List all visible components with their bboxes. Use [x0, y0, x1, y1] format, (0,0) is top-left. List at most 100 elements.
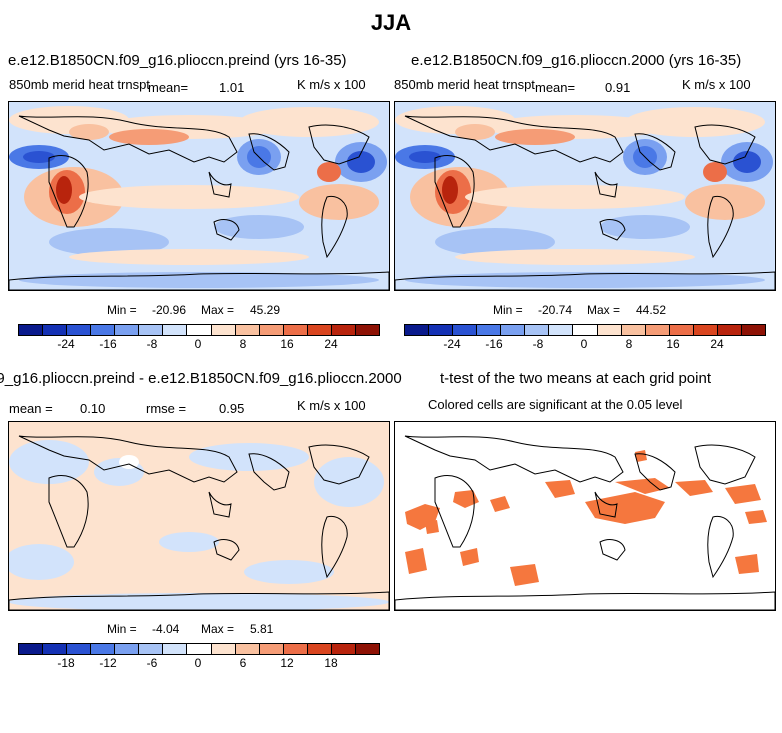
colorbar-tick: -16	[99, 337, 117, 351]
colorbar-tick: 16	[666, 337, 680, 351]
colorbar-swatch	[741, 325, 765, 335]
colorbar-swatch	[477, 325, 502, 335]
colorbar-tick: -18	[57, 656, 75, 670]
panel-3-map	[8, 421, 390, 611]
panel-3-colorbar	[18, 643, 380, 655]
panel-2-title: e.e12.B1850CN.f09_g16.plioccn.2000 (yrs …	[411, 52, 742, 69]
colorbar-swatch	[405, 325, 430, 335]
panel-3-title: e.e12.B1850CN.f09_g16.plioccn.preind - e…	[0, 370, 402, 387]
colorbar-swatch	[67, 644, 92, 654]
panel-1-max-label: Max =	[201, 303, 235, 317]
colorbar-tick: -8	[146, 337, 158, 351]
panel-1-min-label: Min =	[107, 303, 137, 317]
colorbar-swatch	[211, 644, 236, 654]
colorbar-tick: -24	[57, 337, 75, 351]
colorbar-swatch	[187, 644, 212, 654]
colorbar-tick: -6	[146, 656, 158, 670]
colorbar-swatch	[91, 644, 116, 654]
colorbar-swatch	[717, 325, 742, 335]
colorbar-swatch	[139, 644, 164, 654]
colorbar-swatch	[211, 325, 236, 335]
panel-2-colorbar	[404, 324, 766, 336]
colorbar-swatch	[307, 644, 332, 654]
colorbar-swatch	[331, 644, 356, 654]
colorbar-swatch	[43, 644, 68, 654]
colorbar-swatch	[331, 325, 356, 335]
colorbar-swatch	[597, 325, 622, 335]
panel-3-min-label: Min =	[107, 622, 137, 636]
colorbar-swatch	[501, 325, 526, 335]
colorbar-swatch	[549, 325, 574, 335]
panel-2-map	[394, 101, 776, 291]
colorbar-tick: 0	[580, 337, 588, 351]
colorbar-swatch	[669, 325, 694, 335]
colorbar-swatch	[621, 325, 646, 335]
colorbar-tick: 24	[710, 337, 724, 351]
colorbar-swatch	[429, 325, 454, 335]
colorbar-tick: -8	[532, 337, 544, 351]
panel-3-mean-value: 0.10	[80, 401, 106, 416]
colorbar-swatch	[693, 325, 718, 335]
colorbar-swatch	[235, 644, 260, 654]
colorbar-swatch	[115, 644, 140, 654]
colorbar-swatch	[187, 325, 212, 335]
colorbar-swatch	[259, 644, 284, 654]
colorbar-tick: -12	[99, 656, 117, 670]
colorbar-swatch	[573, 325, 598, 335]
panel-3-max-label: Max =	[201, 622, 235, 636]
colorbar-swatch	[163, 644, 188, 654]
colorbar-swatch	[307, 325, 332, 335]
colorbar-swatch	[645, 325, 670, 335]
panel-2-max-label: Max =	[587, 303, 621, 317]
colorbar-swatch	[139, 325, 164, 335]
panel-3-mean-label: mean =	[9, 401, 53, 416]
panel-3-units: K m/s x 100	[297, 398, 366, 413]
colorbar-tick: 16	[280, 337, 294, 351]
colorbar-swatch	[283, 644, 308, 654]
colorbar-swatch	[19, 325, 44, 335]
panel-1-colorbar	[18, 324, 380, 336]
colorbar-tick: 24	[324, 337, 338, 351]
panel-1-title: e.e12.B1850CN.f09_g16.plioccn.preind (yr…	[8, 52, 347, 69]
panel-1-mean-value: 1.01	[219, 80, 245, 95]
colorbar-swatch	[67, 325, 92, 335]
panel-2-min-label: Min =	[493, 303, 523, 317]
colorbar-tick: 8	[625, 337, 633, 351]
colorbar-tick: 18	[324, 656, 338, 670]
panel-2-variable: 850mb merid heat trnspt	[394, 77, 535, 92]
panel-1-mean-label: mean=	[148, 80, 189, 95]
panel-3-max-value: 5.81	[250, 622, 274, 636]
panel-1-map	[8, 101, 390, 291]
colorbar-swatch	[453, 325, 478, 335]
colorbar-swatch	[91, 325, 116, 335]
panel-2-mean-value: 0.91	[605, 80, 631, 95]
colorbar-swatch	[355, 325, 379, 335]
panel-3-rmse-label: rmse =	[146, 401, 187, 416]
panel-3-min-value: -4.04	[152, 622, 180, 636]
panel-1-max-value: 45.29	[250, 303, 281, 317]
figure-title: JJA	[370, 10, 412, 35]
colorbar-tick: -16	[485, 337, 503, 351]
panel-1-units: K m/s x 100	[297, 77, 366, 92]
colorbar-swatch	[163, 325, 188, 335]
panel-4-map	[394, 421, 776, 611]
colorbar-tick: 12	[280, 656, 294, 670]
colorbar-swatch	[525, 325, 550, 335]
panel-1-variable: 850mb merid heat trnspt	[9, 77, 150, 92]
colorbar-tick: 6	[239, 656, 247, 670]
colorbar-tick: 8	[239, 337, 247, 351]
panel-4-subtitle: Colored cells are significant at the 0.0…	[428, 397, 683, 412]
panel-2-max-value: 44.52	[636, 303, 667, 317]
panel-2-min-value: -20.74	[538, 303, 573, 317]
colorbar-swatch	[235, 325, 260, 335]
panel-1-min-value: -20.96	[152, 303, 187, 317]
colorbar-swatch	[283, 325, 308, 335]
colorbar-swatch	[43, 325, 68, 335]
colorbar-swatch	[115, 325, 140, 335]
colorbar-tick: 0	[194, 656, 202, 670]
colorbar-tick: 0	[194, 337, 202, 351]
colorbar-tick: -24	[443, 337, 461, 351]
colorbar-swatch	[259, 325, 284, 335]
panel-3-title-clip: e.e12.B1850CN.f09_g16.plioccn.preind - e…	[0, 368, 440, 390]
panel-4-title: t-test of the two means at each grid poi…	[440, 370, 711, 387]
